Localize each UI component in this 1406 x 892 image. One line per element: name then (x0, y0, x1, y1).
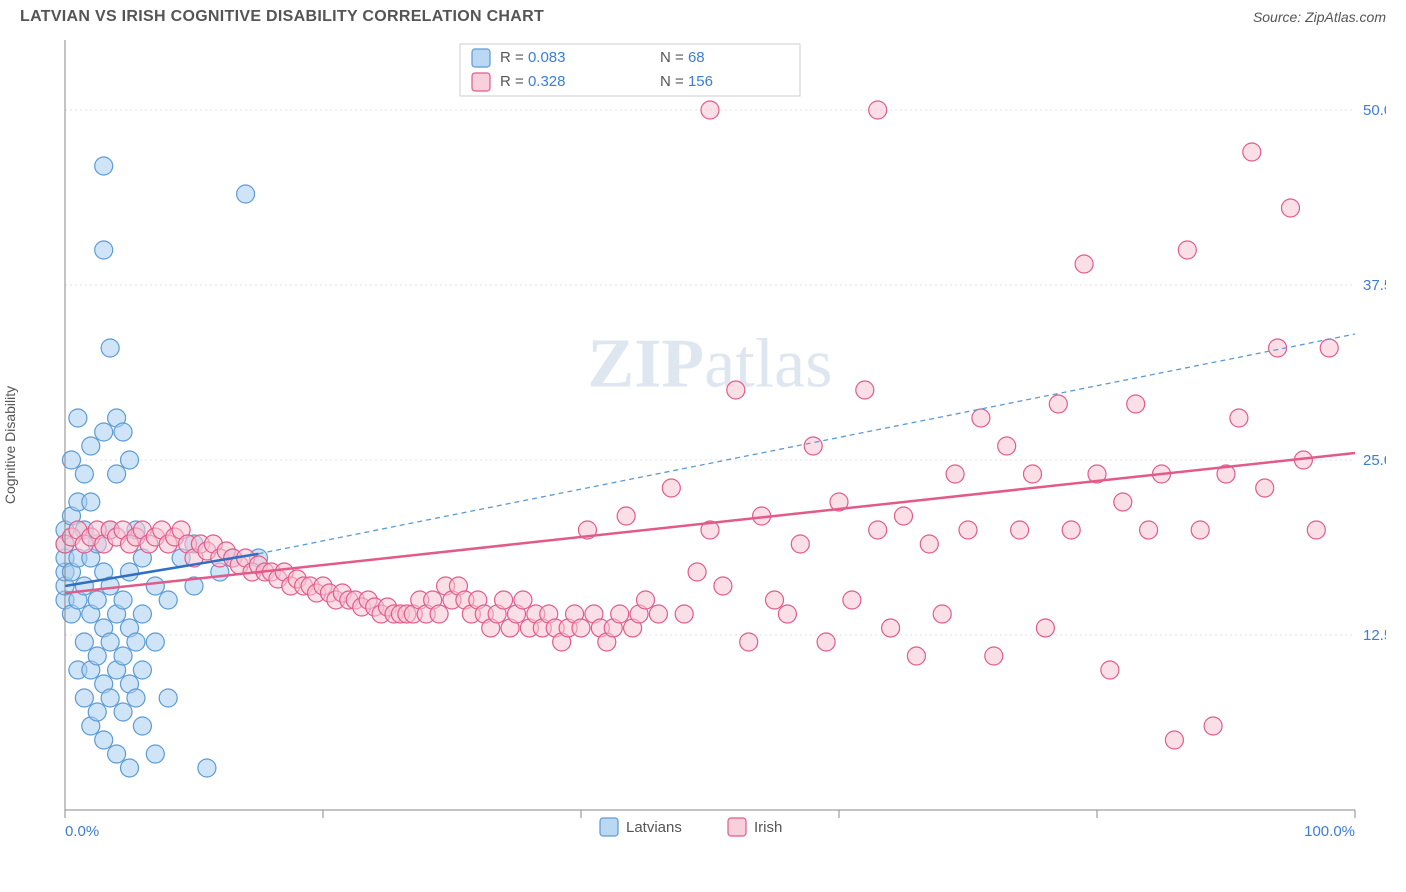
svg-text:N = 68: N = 68 (660, 49, 705, 66)
svg-text:12.5%: 12.5% (1363, 627, 1386, 644)
svg-text:R = 0.083: R = 0.083 (500, 49, 565, 66)
chart-title: LATVIAN VS IRISH COGNITIVE DISABILITY CO… (20, 8, 544, 26)
source-attribution: Source: ZipAtlas.com (1253, 9, 1386, 25)
svg-text:Irish: Irish (754, 819, 782, 836)
svg-text:Latvians: Latvians (626, 819, 682, 836)
y-axis-label: Cognitive Disability (2, 386, 18, 504)
svg-text:50.0%: 50.0% (1363, 102, 1386, 119)
svg-text:ZIPatlas: ZIPatlas (588, 326, 833, 403)
chart-container: Cognitive Disability 12.5%25.0%37.5%50.0… (20, 30, 1386, 860)
svg-text:100.0%: 100.0% (1304, 823, 1355, 840)
svg-text:N = 156: N = 156 (660, 73, 713, 90)
svg-text:25.0%: 25.0% (1363, 452, 1386, 469)
svg-text:37.5%: 37.5% (1363, 277, 1386, 294)
scatter-chart: 12.5% 25.0% 37.5% 50.0% ZIPatlas 0.0% 100.0% R … (20, 30, 1386, 860)
svg-text:0.0%: 0.0% (65, 823, 99, 840)
svg-text:R = 0.328: R = 0.328 (500, 73, 565, 90)
